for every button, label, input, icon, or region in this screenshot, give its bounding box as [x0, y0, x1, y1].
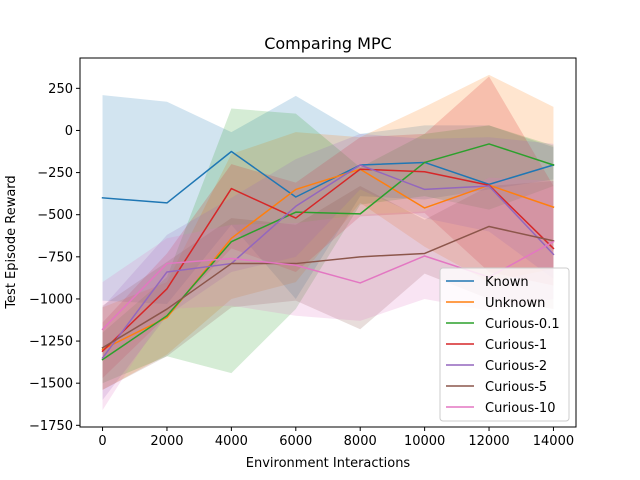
band-curious-10 [102, 177, 554, 411]
x-tick-label: 4000 [215, 434, 248, 449]
legend: Known Unknown Curious-0.1 Curious-1 Curious-… [439, 267, 570, 422]
legend-label-curious-10: Curious-10 [485, 401, 555, 416]
legend-box [439, 267, 570, 422]
y-tick-label: 250 [48, 82, 73, 97]
x-tick-label: 10000 [404, 434, 445, 449]
band-unknown [102, 74, 554, 390]
x-axis-title: Environment Interactions [246, 456, 411, 471]
legend-label-curious-2: Curious-2 [485, 359, 547, 374]
x-tick-label: 2000 [150, 434, 183, 449]
chart-title: Comparing MPC [264, 34, 392, 53]
y-axis: −1750 −1500 −1250 −1000 −750 −500 −250 0 250 [29, 82, 80, 434]
y-tick-label: −1500 [29, 377, 73, 392]
band-curious-0-1 [102, 108, 554, 384]
x-tick-label: 14000 [533, 434, 574, 449]
y-tick-label: −750 [37, 250, 73, 265]
x-tick-label: 0 [98, 434, 106, 449]
band-curious-5 [102, 181, 554, 390]
band-curious-2 [102, 133, 554, 401]
y-tick-label: −1250 [29, 335, 73, 350]
legend-label-curious-1: Curious-1 [485, 338, 547, 353]
y-tick-label: −250 [37, 166, 73, 181]
y-tick-label: −1000 [29, 292, 73, 307]
y-tick-label: 0 [65, 124, 73, 139]
legend-label-known: Known [485, 275, 529, 290]
legend-label-unknown: Unknown [485, 296, 545, 311]
x-tick-label: 8000 [344, 434, 377, 449]
legend-label-curious-0-1: Curious-0.1 [485, 317, 560, 332]
y-tick-label: −1750 [29, 419, 73, 434]
x-tick-label: 6000 [279, 434, 312, 449]
legend-label-curious-5: Curious-5 [485, 380, 547, 395]
x-tick-label: 12000 [468, 434, 509, 449]
line-curious-0-1 [101, 143, 555, 361]
line-curious-5 [101, 225, 555, 349]
band-curious-1 [102, 76, 554, 379]
line-known [101, 150, 555, 204]
band-known [102, 95, 554, 304]
y-axis-title: Test Episode Reward [4, 175, 19, 309]
x-axis: 0 2000 4000 6000 8000 10000 12000 14000 [98, 427, 574, 449]
y-tick-label: −500 [37, 208, 73, 223]
confidence-bands [102, 74, 554, 411]
plot-frame [79, 57, 577, 428]
line-curious-1 [101, 168, 555, 353]
line-curious-2 [101, 164, 555, 359]
